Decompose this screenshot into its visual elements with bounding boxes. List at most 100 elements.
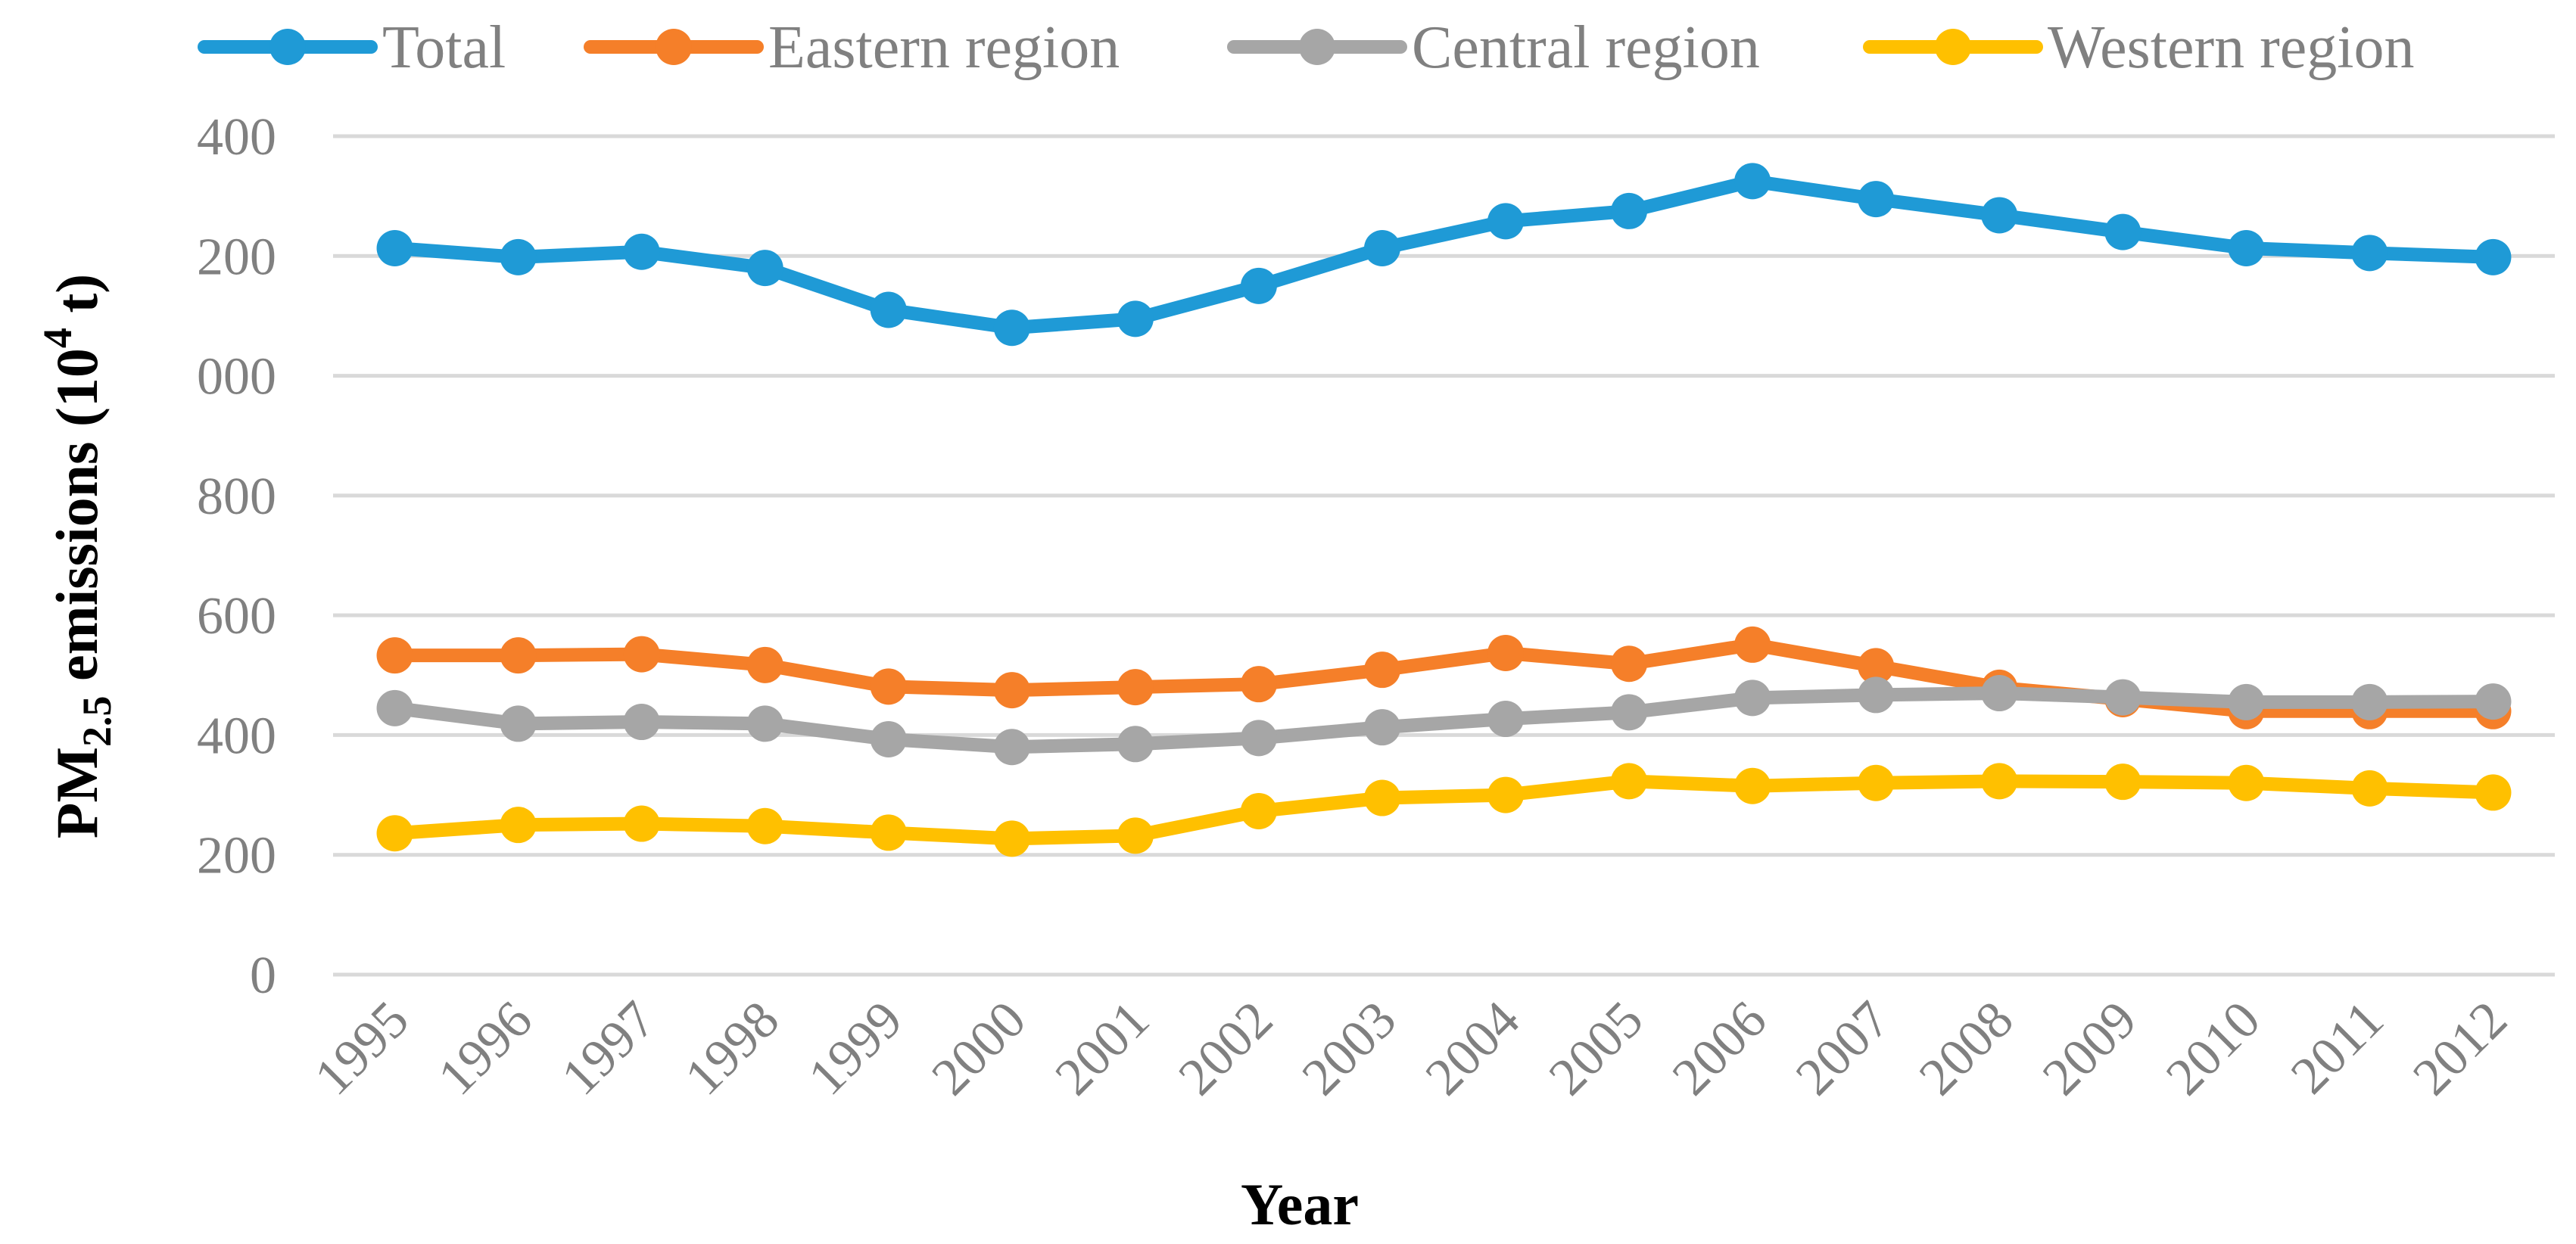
x-tick-label: 1995 <box>304 991 419 1106</box>
data-point-total <box>623 233 660 270</box>
data-point-eastern-region <box>1363 652 1400 689</box>
x-tick-label: 1996 <box>427 991 543 1106</box>
data-point-eastern-region <box>746 646 783 683</box>
x-tick-label: 2003 <box>1291 991 1407 1106</box>
x-tick-label: 1998 <box>674 991 790 1106</box>
data-point-total <box>2228 229 2265 266</box>
data-point-western-region <box>2104 764 2141 801</box>
x-tick-label: 2004 <box>1415 991 1531 1106</box>
data-point-eastern-region <box>376 637 413 674</box>
y-tick-label: 800 <box>197 468 276 526</box>
data-point-total <box>2351 235 2388 272</box>
x-tick-label: 2006 <box>1662 991 1777 1106</box>
data-point-western-region <box>1611 763 1648 800</box>
x-tick-label: 2009 <box>2032 991 2148 1106</box>
data-point-total <box>1611 192 1648 229</box>
x-tick-label: 1999 <box>798 991 914 1106</box>
data-point-central-region <box>1363 709 1400 746</box>
y-tick-label: 000 <box>197 348 276 406</box>
x-tick-label: 2001 <box>1045 991 1160 1106</box>
data-point-central-region <box>500 705 537 742</box>
legend-marker <box>656 29 692 65</box>
data-point-eastern-region <box>1487 635 1525 672</box>
data-point-eastern-region <box>1611 645 1648 683</box>
data-point-total <box>2475 238 2512 275</box>
data-point-eastern-region <box>1117 669 1154 706</box>
gridlines <box>333 134 2555 977</box>
data-point-western-region <box>2228 764 2265 801</box>
series-western-region <box>376 763 2512 857</box>
data-point-eastern-region <box>870 668 907 705</box>
y-tick-label: 0 <box>250 947 276 1005</box>
legend-label: Western region <box>2048 14 2415 81</box>
legend-item-eastern-region: Eastern region <box>584 14 1120 81</box>
x-axis-tick-labels: 1995 1996 1997 1998 1999 2000 2001 2002 2003 2004… <box>304 991 2518 1106</box>
data-point-central-region <box>1858 676 1895 714</box>
data-point-central-region <box>870 720 907 757</box>
data-point-central-region <box>2351 683 2388 720</box>
data-point-central-region <box>1487 701 1525 738</box>
legend-marker <box>1299 29 1335 65</box>
data-point-western-region <box>870 814 907 851</box>
data-point-total <box>376 229 413 266</box>
x-tick-label: 2008 <box>1908 991 2024 1106</box>
data-point-total <box>1981 197 2018 234</box>
data-point-total <box>1363 229 1400 266</box>
data-point-western-region <box>1981 763 2018 800</box>
data-point-western-region <box>1734 767 1771 804</box>
data-point-central-region <box>2104 679 2141 716</box>
legend-item-total: Total <box>198 14 506 81</box>
data-point-western-region <box>500 807 537 844</box>
data-point-central-region <box>376 689 413 726</box>
data-point-total <box>500 238 537 275</box>
data-point-total <box>1240 267 1277 304</box>
y-tick-label: 200 <box>197 228 276 286</box>
data-point-eastern-region <box>1240 666 1277 703</box>
y-tick-label: 200 <box>197 827 276 885</box>
series-line-western-region <box>388 774 2500 846</box>
data-point-central-region <box>1981 675 2018 712</box>
data-point-western-region <box>1117 817 1154 854</box>
data-point-central-region <box>1611 694 1648 731</box>
legend-label: Total <box>382 14 506 81</box>
data-point-eastern-region <box>500 637 537 674</box>
data-point-eastern-region <box>1734 626 1771 663</box>
y-axis-title-suffix: t) <box>44 274 110 328</box>
y-axis-title-middle: emissions (10 <box>44 348 110 695</box>
legend-marker <box>1935 29 1971 65</box>
x-tick-label: 2007 <box>1785 991 1901 1106</box>
data-point-western-region <box>1363 779 1400 816</box>
data-point-total <box>1117 300 1154 337</box>
series-lines <box>376 163 2512 857</box>
data-point-western-region <box>746 807 783 844</box>
series-total <box>376 163 2512 347</box>
data-point-total <box>1487 203 1525 240</box>
y-axis-title-prefix: PM <box>44 747 110 838</box>
series-line-total <box>388 174 2500 335</box>
data-point-eastern-region <box>993 672 1030 709</box>
data-point-central-region <box>1734 680 1771 717</box>
data-point-western-region <box>2475 774 2512 811</box>
data-point-central-region <box>2228 683 2265 720</box>
y-tick-label: 400 <box>197 707 276 765</box>
x-tick-label: 2000 <box>921 991 1037 1106</box>
data-point-central-region <box>1240 720 1277 757</box>
data-point-western-region <box>2351 770 2388 807</box>
data-point-central-region <box>2475 683 2512 720</box>
data-point-total <box>1858 181 1895 218</box>
data-point-western-region <box>993 820 1030 857</box>
x-tick-label: 2010 <box>2155 991 2271 1106</box>
data-point-western-region <box>1487 776 1525 813</box>
y-tick-label: 600 <box>197 587 276 645</box>
data-point-western-region <box>623 805 660 842</box>
data-point-total <box>870 291 907 328</box>
legend-label: Central region <box>1412 14 1760 81</box>
data-point-eastern-region <box>1858 648 1895 685</box>
data-point-total <box>746 250 783 287</box>
series-central-region <box>376 675 2512 766</box>
series-eastern-region <box>376 626 2512 729</box>
x-tick-label: 2012 <box>2402 991 2518 1106</box>
y-axis-title: PM2.5 emissions (104 t) <box>35 274 120 839</box>
legend-label: Eastern region <box>768 14 1120 81</box>
